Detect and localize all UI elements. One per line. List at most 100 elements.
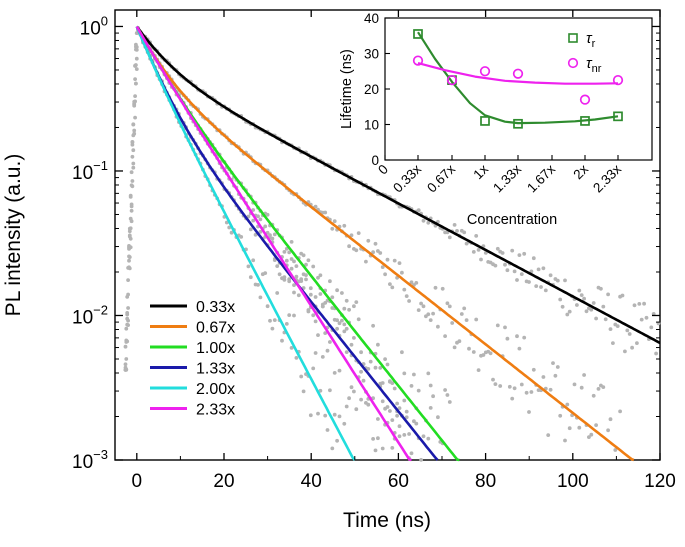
raw-data-point bbox=[395, 401, 399, 406]
raw-data-point bbox=[498, 384, 503, 388]
main-y-tick-label: 10−3 bbox=[72, 447, 108, 473]
raw-data-point bbox=[328, 388, 332, 393]
raw-data-point bbox=[130, 154, 135, 159]
raw-data-point bbox=[129, 208, 134, 213]
raw-data-point bbox=[618, 409, 622, 414]
raw-data-point bbox=[582, 296, 586, 301]
raw-data-point bbox=[316, 411, 320, 416]
raw-data-point bbox=[349, 342, 354, 347]
raw-data-point bbox=[380, 399, 385, 404]
raw-data-point bbox=[534, 284, 539, 288]
raw-data-point bbox=[428, 318, 433, 322]
inset-x-axis-label: Concentration bbox=[467, 212, 557, 228]
raw-data-point bbox=[440, 286, 445, 291]
raw-data-point bbox=[308, 286, 313, 291]
raw-data-point bbox=[507, 384, 512, 389]
raw-data-point bbox=[596, 387, 601, 391]
raw-data-point bbox=[294, 356, 299, 360]
raw-data-point bbox=[380, 446, 385, 451]
raw-data-point bbox=[426, 220, 431, 225]
raw-data-point bbox=[400, 270, 404, 275]
raw-data-point bbox=[373, 448, 378, 453]
raw-data-point bbox=[491, 377, 495, 382]
raw-data-point bbox=[447, 235, 452, 240]
raw-data-point bbox=[541, 266, 546, 271]
raw-data-point bbox=[292, 290, 296, 295]
raw-data-point bbox=[270, 236, 275, 241]
raw-data-point bbox=[527, 280, 531, 284]
raw-data-point bbox=[359, 369, 363, 374]
raw-data-point bbox=[337, 414, 342, 419]
raw-data-point bbox=[567, 426, 572, 431]
raw-data-point bbox=[654, 351, 658, 356]
raw-data-point bbox=[649, 325, 654, 330]
raw-data-point bbox=[251, 258, 256, 263]
inset-x-tick-label: 0.33x bbox=[390, 161, 424, 195]
raw-data-point bbox=[563, 278, 567, 283]
raw-data-point bbox=[342, 306, 347, 311]
raw-data-point bbox=[239, 235, 244, 239]
main-x-tick-label: 100 bbox=[557, 471, 589, 492]
raw-data-point bbox=[560, 304, 565, 309]
decay-curve bbox=[135, 25, 661, 345]
raw-data-point bbox=[132, 128, 137, 133]
inset-square-marker bbox=[580, 116, 590, 126]
raw-data-point bbox=[493, 263, 498, 268]
raw-data-point bbox=[433, 285, 438, 290]
legend-label: 0.67x bbox=[196, 320, 235, 337]
raw-data-point bbox=[368, 359, 373, 364]
raw-data-point bbox=[426, 371, 431, 376]
raw-data-point bbox=[133, 77, 138, 81]
raw-data-point bbox=[380, 265, 385, 269]
raw-data-point bbox=[402, 398, 407, 403]
raw-data-point bbox=[416, 308, 421, 312]
raw-data-point bbox=[402, 433, 407, 437]
raw-data-point bbox=[385, 257, 390, 262]
raw-data-point bbox=[524, 390, 529, 395]
inset-square-marker bbox=[513, 118, 523, 129]
legend-label: 2.00x bbox=[196, 381, 235, 398]
raw-data-point bbox=[402, 371, 407, 376]
raw-data-point bbox=[471, 350, 476, 354]
legend-subscript: r bbox=[592, 38, 596, 50]
raw-data-point bbox=[644, 315, 649, 320]
raw-data-point bbox=[299, 374, 304, 379]
raw-data-point bbox=[587, 435, 591, 439]
raw-data-point bbox=[124, 357, 129, 361]
raw-data-point bbox=[304, 262, 308, 267]
raw-data-point bbox=[301, 389, 306, 394]
raw-data-point bbox=[318, 273, 323, 278]
raw-data-point bbox=[335, 438, 339, 443]
raw-data-point bbox=[127, 234, 132, 239]
inset-x-tick-label: 0.67x bbox=[424, 161, 458, 195]
raw-data-point bbox=[548, 273, 553, 278]
raw-data-point bbox=[452, 223, 457, 227]
raw-data-point bbox=[608, 327, 613, 331]
raw-data-point bbox=[131, 148, 136, 153]
raw-data-point bbox=[510, 248, 515, 253]
raw-data-point bbox=[134, 67, 139, 71]
raw-data-point bbox=[284, 258, 289, 263]
inset-legend-label: τnr bbox=[586, 55, 602, 75]
raw-data-point bbox=[376, 417, 380, 421]
raw-data-point bbox=[134, 56, 139, 61]
raw-data-point bbox=[421, 434, 426, 439]
raw-data-point bbox=[471, 250, 476, 254]
raw-data-point bbox=[390, 418, 395, 422]
raw-data-point bbox=[512, 269, 517, 274]
raw-data-point bbox=[292, 259, 296, 264]
main-legend: 0.33x 0.67x 1.00x 1.33x 2.00x 2.33x bbox=[150, 299, 235, 419]
raw-data-point bbox=[316, 333, 320, 337]
raw-data-point bbox=[133, 63, 138, 68]
raw-data-point bbox=[416, 388, 421, 393]
raw-data-point bbox=[445, 393, 450, 397]
raw-data-point bbox=[409, 280, 414, 285]
raw-data-point bbox=[577, 288, 582, 293]
raw-data-point bbox=[284, 322, 289, 326]
raw-data-point bbox=[268, 233, 272, 238]
raw-data-point bbox=[462, 230, 467, 235]
raw-data-point bbox=[589, 432, 594, 437]
inset-x-tick-label: 2x bbox=[570, 161, 591, 182]
raw-data-point bbox=[246, 264, 251, 269]
